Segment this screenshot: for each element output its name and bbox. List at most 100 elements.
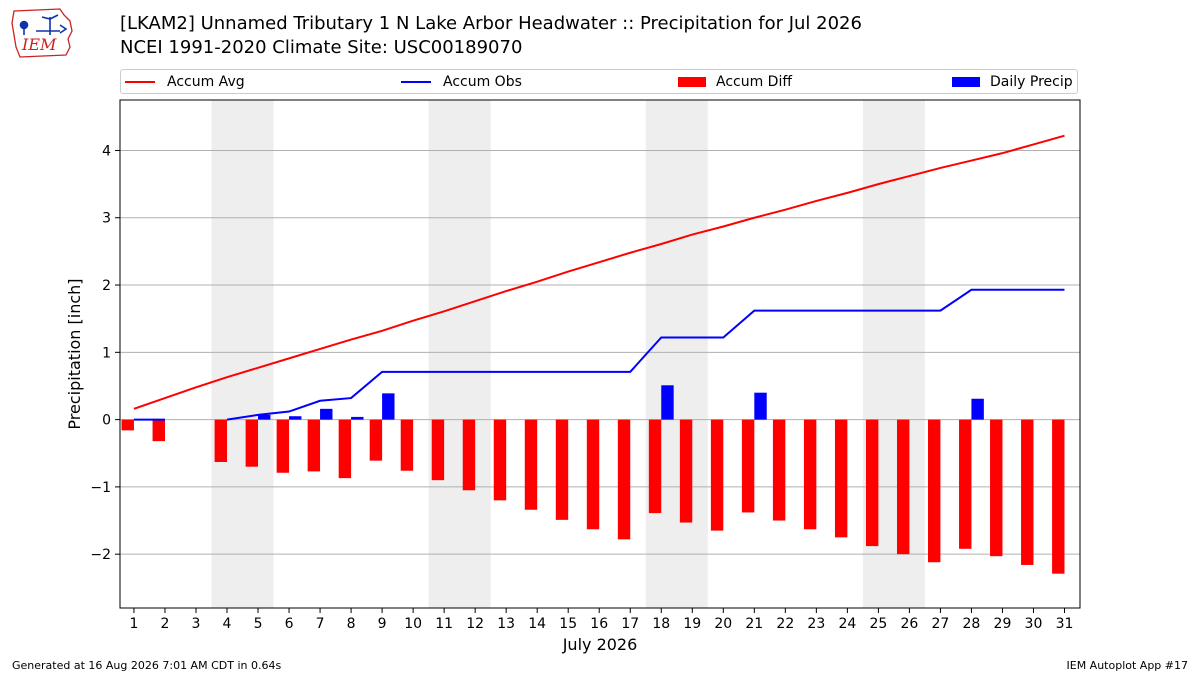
accum-diff-bar-7 bbox=[307, 419, 321, 472]
line-series bbox=[133, 134, 1065, 421]
accum-diff-bar-25 bbox=[865, 419, 879, 547]
y-gridlines bbox=[120, 149, 1080, 555]
x-tick-label-4: 4 bbox=[223, 616, 232, 632]
accum-diff-bar-17 bbox=[617, 419, 631, 540]
x-tick-label-13: 13 bbox=[497, 616, 515, 632]
daily-precip-bar-5 bbox=[258, 414, 271, 420]
daily-precip-bar-28 bbox=[971, 398, 984, 420]
x-tick-label-27: 27 bbox=[932, 616, 950, 632]
x-tick-label-31: 31 bbox=[1056, 616, 1074, 632]
x-tick-label-26: 26 bbox=[900, 616, 918, 632]
accum-diff-bar-19 bbox=[679, 419, 693, 523]
accum-diff-bar-23 bbox=[803, 419, 817, 530]
legend-label-accum-diff: Accum Diff bbox=[716, 73, 793, 90]
accum-diff-bar-14 bbox=[524, 419, 538, 510]
weekend-shading bbox=[211, 100, 925, 608]
legend-swatch-daily-precip bbox=[952, 76, 980, 87]
x-tick-label-5: 5 bbox=[254, 616, 263, 632]
x-tick-label-30: 30 bbox=[1025, 616, 1043, 632]
accum-diff-bar-12 bbox=[462, 419, 476, 491]
y-tick-label-4: 4 bbox=[102, 143, 111, 159]
accum-avg-line bbox=[133, 134, 1065, 410]
x-tick-label-23: 23 bbox=[807, 616, 825, 632]
legend-item-accum-obs: Accum Obs bbox=[401, 70, 522, 93]
generated-timestamp: Generated at 16 Aug 2026 7:01 AM CDT in … bbox=[12, 659, 282, 672]
legend-item-accum-avg: Accum Avg bbox=[125, 70, 245, 93]
accum-diff-bar-27 bbox=[928, 419, 941, 563]
x-tick-label-12: 12 bbox=[466, 616, 484, 632]
y-axis-label: Precipitation [inch] bbox=[65, 278, 84, 429]
chart-subtitle: NCEI 1991-2020 Climate Site: USC00189070 bbox=[120, 37, 523, 58]
weekend-band-3 bbox=[645, 100, 708, 608]
x-tick-label-29: 29 bbox=[994, 616, 1012, 632]
daily-precip-bar-6 bbox=[289, 416, 302, 420]
accum-diff-bar-4 bbox=[214, 419, 228, 462]
x-tick-label-18: 18 bbox=[652, 616, 670, 632]
accum-diff-bar-1 bbox=[121, 419, 134, 431]
legend-item-accum-diff: Accum Diff bbox=[678, 70, 792, 93]
x-tick-label-21: 21 bbox=[745, 616, 763, 632]
weekend-band-1 bbox=[211, 100, 274, 608]
bar-series bbox=[121, 385, 1065, 574]
chart-legend: Accum Avg Accum Obs Accum Diff Daily Pre… bbox=[120, 69, 1078, 94]
y-tick-label-2: 2 bbox=[102, 278, 111, 294]
legend-item-daily-precip: Daily Precip bbox=[952, 70, 1073, 93]
x-tick-label-10: 10 bbox=[404, 616, 422, 632]
y-tick-label--2: −2 bbox=[90, 547, 111, 563]
accum-diff-bar-30 bbox=[1021, 419, 1034, 565]
legend-swatch-accum-obs bbox=[401, 80, 431, 83]
x-tick-label-19: 19 bbox=[683, 616, 701, 632]
daily-precip-bar-8 bbox=[351, 416, 364, 420]
chart-title: [LKAM2] Unnamed Tributary 1 N Lake Arbor… bbox=[120, 13, 862, 34]
accum-diff-bar-31 bbox=[1052, 419, 1065, 574]
daily-precip-bar-7 bbox=[320, 408, 333, 420]
accum-diff-bar-18 bbox=[648, 419, 662, 514]
x-tick-label-11: 11 bbox=[435, 616, 453, 632]
x-tick-label-8: 8 bbox=[347, 616, 356, 632]
accum-diff-bar-10 bbox=[400, 419, 414, 471]
x-tick-label-2: 2 bbox=[161, 616, 170, 632]
accum-diff-bar-13 bbox=[493, 419, 507, 501]
accum-diff-bar-24 bbox=[834, 419, 848, 538]
x-tick-label-15: 15 bbox=[559, 616, 577, 632]
x-tick-label-7: 7 bbox=[316, 616, 325, 632]
y-tick-label-3: 3 bbox=[102, 211, 111, 227]
x-tick-label-1: 1 bbox=[129, 616, 138, 632]
accum-diff-bar-6 bbox=[276, 419, 290, 473]
x-tick-label-20: 20 bbox=[714, 616, 732, 632]
accum-diff-bar-21 bbox=[741, 419, 755, 513]
accum-diff-bar-22 bbox=[772, 419, 786, 521]
weekend-band-2 bbox=[428, 100, 491, 608]
y-tick-label--1: −1 bbox=[90, 480, 111, 496]
x-tick-label-17: 17 bbox=[621, 616, 639, 632]
x-tick-label-3: 3 bbox=[192, 616, 201, 632]
accum-diff-bar-9 bbox=[369, 419, 383, 461]
accum-diff-bar-15 bbox=[555, 419, 569, 520]
app-credit: IEM Autoplot App #17 bbox=[1066, 659, 1189, 672]
x-tick-label-16: 16 bbox=[590, 616, 608, 632]
iem-logo[interactable]: IEM bbox=[10, 5, 76, 59]
accum-diff-bar-16 bbox=[586, 419, 600, 530]
plot-area-frame bbox=[119, 99, 1081, 609]
x-tick-label-28: 28 bbox=[963, 616, 981, 632]
legend-label-accum-obs: Accum Obs bbox=[443, 73, 522, 90]
accum-obs-line-2 bbox=[226, 288, 1065, 421]
y-tick-label-1: 1 bbox=[102, 345, 111, 361]
legend-swatch-accum-avg bbox=[125, 80, 155, 83]
accum-diff-bar-11 bbox=[431, 419, 445, 481]
x-tick-label-22: 22 bbox=[776, 616, 794, 632]
daily-precip-bar-9 bbox=[382, 393, 395, 420]
accum-diff-bar-26 bbox=[896, 419, 910, 555]
x-tick-label-24: 24 bbox=[838, 616, 856, 632]
x-tick-label-14: 14 bbox=[528, 616, 546, 632]
weather-instruments-icon bbox=[19, 14, 68, 35]
accum-diff-bar-2 bbox=[152, 419, 165, 442]
x-tick-label-9: 9 bbox=[378, 616, 387, 632]
accum-diff-bar-5 bbox=[245, 419, 259, 467]
y-tick-label-0: 0 bbox=[102, 413, 111, 429]
daily-precip-bar-18 bbox=[661, 385, 674, 420]
iowa-state-outline-icon bbox=[11, 8, 73, 58]
daily-precip-bar-21 bbox=[754, 392, 767, 420]
